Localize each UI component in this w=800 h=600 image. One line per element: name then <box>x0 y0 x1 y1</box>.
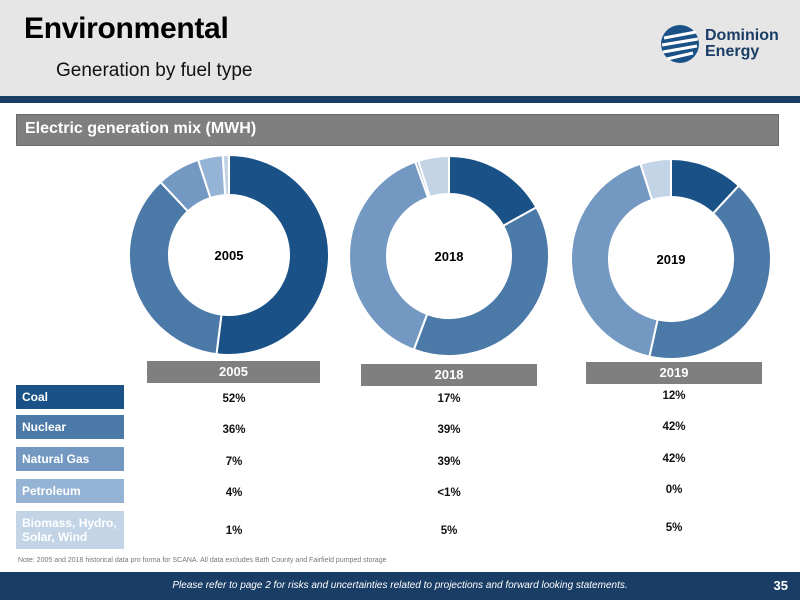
donut-slice-2018-nuclear <box>412 205 550 357</box>
table-cell: 5% <box>440 525 458 537</box>
donut-slice-2005-coal <box>215 153 330 356</box>
table-cell: 4% <box>225 487 243 499</box>
table-cell: 1% <box>225 525 243 537</box>
donut-slice-2005-nuclear <box>128 180 223 356</box>
table-cell: 39% <box>437 456 461 468</box>
slide-header: Environmental Generation by fuel type Do… <box>0 0 800 96</box>
row-label-petroleum: Petroleum <box>16 479 124 503</box>
dominion-logo-icon <box>661 25 699 63</box>
company-logo: Dominion Energy <box>660 24 790 68</box>
year-header-2005: 2005 <box>147 361 320 383</box>
donut-slice-2005-biomass-hydro-solar-wind <box>221 153 230 197</box>
table-cell: 42% <box>662 453 686 465</box>
footnote: Note: 2005 and 2018 historical data pro … <box>18 557 387 564</box>
slide-subtitle: Generation by fuel type <box>56 60 253 81</box>
donut-center-label-2005: 2005 <box>215 248 244 263</box>
section-header: Electric generation mix (MWH) <box>16 114 779 146</box>
slide-title: Environmental <box>24 12 229 45</box>
row-label-biomass-hydro-solar-wind: Biomass, Hydro, Solar, Wind <box>16 511 124 549</box>
donut-slice-2018-biomass-hydro-solar-wind <box>416 154 450 199</box>
table-cell: 36% <box>222 424 246 436</box>
table-cell: 17% <box>437 393 461 405</box>
table-cell: 0% <box>665 484 683 496</box>
row-label-nuclear: Nuclear <box>16 415 124 439</box>
row-label-coal: Coal <box>16 385 124 409</box>
donut-center-label-2019: 2019 <box>657 252 686 267</box>
slide-footer: Please refer to page 2 for risks and unc… <box>0 572 800 600</box>
donut-slice-2019-nuclear <box>648 184 772 360</box>
year-header-2019: 2019 <box>586 362 762 384</box>
logo-wordmark: Dominion Energy <box>705 27 779 60</box>
table-cell: <1% <box>437 487 461 499</box>
header-divider <box>0 96 800 103</box>
donut-slice-2019-biomass-hydro-solar-wind <box>639 157 672 202</box>
section-title: Electric generation mix (MWH) <box>25 120 257 137</box>
table-cell: 12% <box>662 390 686 402</box>
donut-slice-2018-natural-gas <box>348 160 430 351</box>
table-cell: 5% <box>665 522 683 534</box>
row-label-natural-gas: Natural Gas <box>16 447 124 471</box>
donut-slice-2019-natural-gas <box>570 162 659 358</box>
table-cell: 42% <box>662 421 686 433</box>
table-cell: 52% <box>222 393 246 405</box>
donut-center-label-2018: 2018 <box>435 249 464 264</box>
table-cell: 39% <box>437 424 461 436</box>
year-header-2018: 2018 <box>361 364 537 386</box>
table-cell: 7% <box>225 456 243 468</box>
footer-disclaimer: Please refer to page 2 for risks and unc… <box>172 580 628 591</box>
page-number: 35 <box>773 578 788 593</box>
